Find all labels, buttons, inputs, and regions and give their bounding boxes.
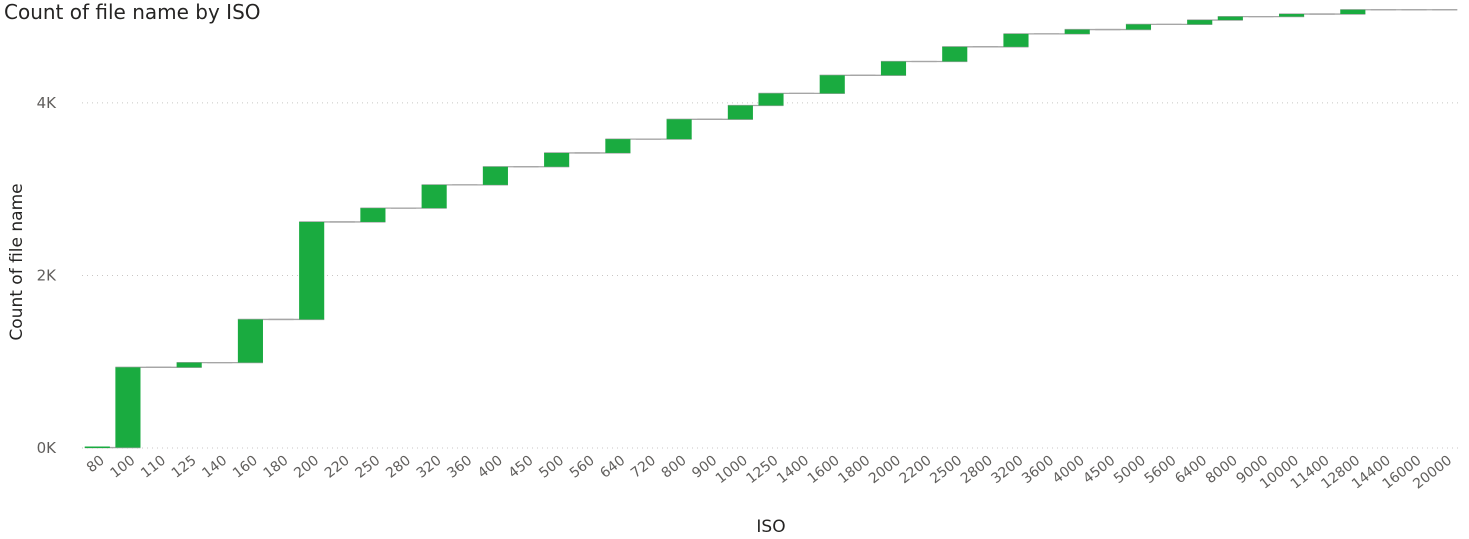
x-tick-label: 3600 (1019, 453, 1057, 488)
x-tick-label: 720 (628, 453, 659, 482)
bar (1003, 33, 1029, 47)
bar (1064, 29, 1090, 34)
bar (421, 184, 447, 209)
x-tick-label: 800 (659, 453, 690, 482)
x-tick-label: 2500 (927, 453, 965, 488)
x-tick-label: 1250 (744, 453, 782, 488)
x-tick-label: 5000 (1111, 453, 1149, 488)
y-axis-title: Count of file name (7, 183, 27, 340)
bar (1125, 24, 1152, 30)
x-tick-label: 4000 (1050, 453, 1088, 488)
x-tick-label: 140 (199, 453, 230, 482)
x-tick-label: 110 (138, 453, 169, 482)
bar (727, 105, 753, 120)
x-tick-label: 1600 (805, 453, 843, 488)
x-tick-label: 1400 (774, 453, 812, 488)
x-tick-label: 400 (475, 453, 506, 482)
x-tick-label: 360 (444, 453, 475, 482)
x-tick-label: 6400 (1172, 453, 1210, 488)
x-tick-label: 2200 (897, 453, 935, 488)
bar (666, 119, 692, 140)
x-axis-title: ISO (756, 517, 785, 537)
bar (1187, 20, 1213, 25)
x-tick-label: 8000 (1203, 453, 1241, 488)
y-tick-label: 2K (37, 266, 58, 284)
gridlines (82, 102, 1460, 449)
bar (1340, 9, 1366, 15)
x-tick-label: 4500 (1080, 453, 1118, 488)
x-tick-label: 80 (84, 453, 108, 477)
bar (237, 319, 263, 363)
bar (176, 362, 202, 368)
x-tick-label: 200 (291, 453, 322, 482)
x-tick-label: 450 (506, 453, 537, 482)
bar (605, 139, 631, 153)
bar (942, 46, 968, 62)
bar (115, 367, 141, 448)
x-tick-label: 1000 (713, 453, 751, 488)
bar (360, 208, 386, 222)
bar (1279, 14, 1305, 17)
x-tick-label: 250 (352, 453, 383, 482)
x-tick-label: 2000 (866, 453, 904, 488)
bar (819, 75, 845, 94)
x-tick-label: 220 (322, 453, 353, 482)
y-axis-ticks: 0K 2K 4K (37, 94, 58, 457)
y-tick-label: 0K (37, 439, 58, 457)
x-tick-label: 100 (107, 453, 138, 482)
x-tick-label: 180 (261, 453, 292, 482)
x-tick-label: 640 (597, 453, 628, 482)
x-axis-ticks: 80 100 110 125 140 160 180 200 220 250 280 320 360 40… (84, 453, 1455, 493)
x-tick-label: 2800 (958, 453, 996, 488)
bar (1217, 16, 1243, 21)
x-tick-label: 3200 (989, 453, 1027, 488)
bar (482, 166, 508, 185)
bar (544, 152, 570, 167)
x-tick-label: 5600 (1142, 453, 1180, 488)
x-tick-label: 560 (567, 453, 598, 482)
x-tick-label: 320 (414, 453, 445, 482)
bars (84, 9, 1366, 448)
x-tick-label: 160 (230, 453, 261, 482)
bar (84, 446, 110, 448)
chart-title: Count of file name by ISO (4, 0, 261, 24)
x-tick-label: 125 (169, 453, 200, 482)
x-tick-label: 500 (536, 453, 567, 482)
bar (880, 61, 907, 76)
x-tick-label: 280 (383, 453, 414, 482)
connectors (84, 9, 1458, 449)
bar (299, 221, 325, 320)
x-tick-label: 1800 (835, 453, 873, 488)
bar (758, 93, 784, 106)
y-tick-label: 4K (37, 94, 58, 112)
